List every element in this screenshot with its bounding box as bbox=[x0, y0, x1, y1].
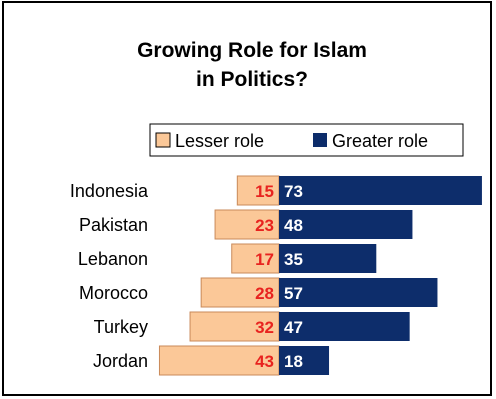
legend: Lesser role Greater role bbox=[149, 123, 464, 157]
category-label-turkey: Turkey bbox=[94, 317, 148, 337]
category-label-indonesia: Indonesia bbox=[70, 181, 149, 201]
legend-swatch-lesser bbox=[155, 132, 171, 148]
data-label-greater-indonesia: 73 bbox=[284, 182, 303, 201]
category-label-lebanon: Lebanon bbox=[78, 249, 148, 269]
data-label-greater-lebanon: 35 bbox=[284, 250, 303, 269]
bar-greater-morocco bbox=[279, 278, 438, 307]
data-label-greater-pakistan: 48 bbox=[284, 216, 303, 235]
data-label-lesser-turkey: 32 bbox=[255, 318, 274, 337]
bar-lesser-lebanon bbox=[231, 243, 280, 274]
data-label-lesser-lebanon: 17 bbox=[255, 250, 274, 269]
chart-title-line-1: Growing Role for Islam bbox=[137, 39, 367, 62]
bar-lesser-turkey bbox=[189, 311, 280, 342]
bar-row-morocco: Morocco 28 57 bbox=[79, 277, 438, 308]
legend-label-lesser: Lesser role bbox=[175, 131, 264, 151]
bar-row-indonesia: Indonesia 15 73 bbox=[70, 175, 482, 206]
chart-title-line-2: in Politics? bbox=[196, 68, 308, 91]
legend-label-greater: Greater role bbox=[332, 131, 428, 151]
category-label-pakistan: Pakistan bbox=[79, 215, 148, 235]
category-label-jordan: Jordan bbox=[93, 351, 148, 371]
data-label-lesser-indonesia: 15 bbox=[255, 182, 274, 201]
bar-row-jordan: Jordan 43 18 bbox=[93, 345, 330, 376]
bar-lesser-morocco bbox=[200, 277, 280, 308]
bar-row-pakistan: Pakistan 23 48 bbox=[79, 209, 413, 240]
bar-lesser-indonesia bbox=[236, 175, 280, 206]
data-label-lesser-morocco: 28 bbox=[255, 284, 274, 303]
legend-box bbox=[149, 123, 464, 157]
data-label-lesser-pakistan: 23 bbox=[255, 216, 274, 235]
bar-greater-turkey bbox=[279, 312, 410, 341]
bar-row-lebanon: Lebanon 17 35 bbox=[78, 243, 377, 274]
bar-greater-pakistan bbox=[279, 210, 413, 239]
category-label-morocco: Morocco bbox=[79, 283, 148, 303]
bar-greater-lebanon bbox=[279, 244, 377, 273]
bar-greater-jordan bbox=[279, 346, 330, 375]
data-label-greater-morocco: 57 bbox=[284, 284, 303, 303]
data-label-greater-jordan: 18 bbox=[284, 352, 303, 371]
bar-row-turkey: Turkey 32 47 bbox=[94, 311, 410, 342]
data-label-greater-turkey: 47 bbox=[284, 318, 303, 337]
data-label-lesser-jordan: 43 bbox=[255, 352, 274, 371]
legend-swatch-greater bbox=[313, 133, 327, 147]
bar-greater-indonesia bbox=[279, 176, 482, 205]
